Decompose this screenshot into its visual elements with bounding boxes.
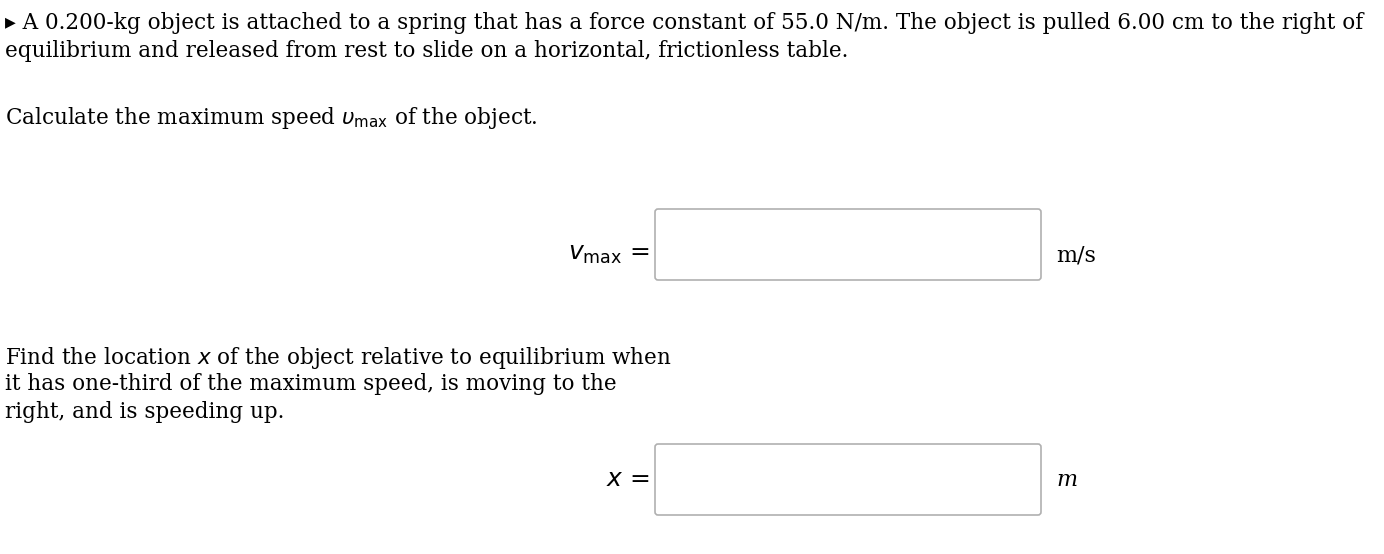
Text: right, and is speeding up.: right, and is speeding up. xyxy=(6,401,284,423)
Text: m: m xyxy=(1056,469,1077,491)
Text: it has one-third of the maximum speed, is moving to the: it has one-third of the maximum speed, i… xyxy=(6,373,617,395)
FancyBboxPatch shape xyxy=(655,209,1041,280)
Text: $\mathit{v}_{\mathrm{max}}$ =: $\mathit{v}_{\mathrm{max}}$ = xyxy=(569,244,650,266)
Text: $\mathit{x}$ =: $\mathit{x}$ = xyxy=(606,469,650,491)
Text: ▸ A 0.200-kg object is attached to a spring that has a force constant of 55.0 N/: ▸ A 0.200-kg object is attached to a spr… xyxy=(6,12,1363,34)
Text: m/s: m/s xyxy=(1056,244,1096,266)
Text: Find the location $x$ of the object relative to equilibrium when: Find the location $x$ of the object rela… xyxy=(6,345,671,371)
FancyBboxPatch shape xyxy=(655,444,1041,515)
Text: Calculate the maximum speed $\upsilon_{\mathrm{max}}$ of the object.: Calculate the maximum speed $\upsilon_{\… xyxy=(6,105,537,131)
Text: equilibrium and released from rest to slide on a horizontal, frictionless table.: equilibrium and released from rest to sl… xyxy=(6,40,848,62)
